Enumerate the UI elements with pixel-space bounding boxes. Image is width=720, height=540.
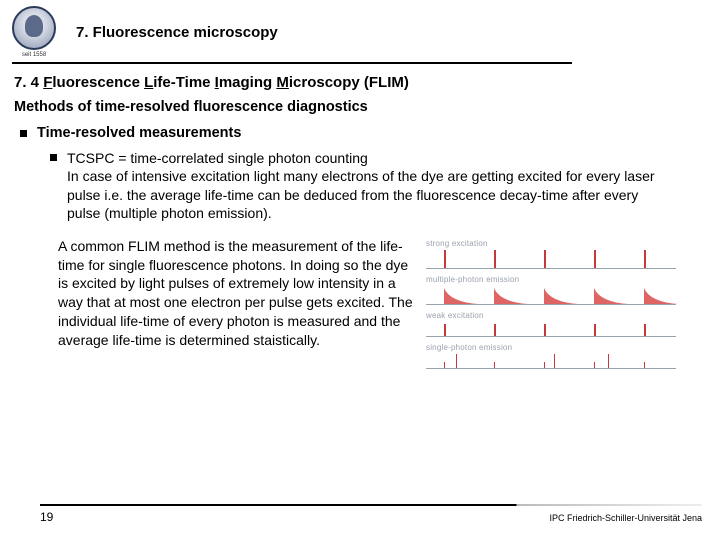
tcspc-line: TCSPC = time-correlated single photon co… bbox=[67, 149, 668, 167]
section-title: 7. 4 Fluorescence Life-Time Imaging Micr… bbox=[14, 74, 702, 91]
diagram-plot bbox=[426, 321, 676, 337]
square-bullet-icon bbox=[50, 154, 57, 161]
bullet-level1: Time-resolved measurements bbox=[20, 125, 702, 141]
tcspc-body: In case of intensive excitation light ma… bbox=[67, 168, 655, 221]
seal-subtext: seit 1558 bbox=[12, 52, 56, 58]
diagram-row: weak excitation bbox=[426, 311, 676, 337]
diagram-row-label: single-photon emission bbox=[426, 343, 676, 352]
emission-diagram: strong excitation multiple-photon emissio… bbox=[426, 237, 676, 375]
diagram-plot bbox=[426, 285, 676, 305]
slide-footer: 19 IPC Friedrich-Schiller-Universität Je… bbox=[0, 504, 720, 524]
diagram-row-label: multiple-photon emission bbox=[426, 275, 676, 284]
university-seal-icon bbox=[12, 6, 56, 50]
section-subtitle: Methods of time-resolved fluorescence di… bbox=[14, 99, 702, 115]
paragraph-text: A common FLIM method is the measurement … bbox=[58, 237, 418, 375]
affiliation: IPC Friedrich-Schiller-Universität Jena bbox=[549, 513, 702, 523]
diagram-row: multiple-photon emission bbox=[426, 275, 676, 305]
diagram-plot bbox=[426, 249, 676, 269]
sub-bullet-text: TCSPC = time-correlated single photon co… bbox=[67, 149, 668, 223]
bullet-level2: TCSPC = time-correlated single photon co… bbox=[50, 149, 668, 223]
diagram-row-label: weak excitation bbox=[426, 311, 676, 320]
seal-wrap: seit 1558 bbox=[12, 6, 56, 58]
diagram-plot bbox=[426, 353, 676, 369]
section-body: 7. 4 Fluorescence Life-Time Imaging Micr… bbox=[0, 64, 720, 375]
bullet1-text: Time-resolved measurements bbox=[37, 125, 241, 141]
two-column-block: A common FLIM method is the measurement … bbox=[58, 237, 692, 375]
diagram-row: strong excitation bbox=[426, 239, 676, 269]
diagram-row-label: strong excitation bbox=[426, 239, 676, 248]
square-bullet-icon bbox=[20, 130, 27, 137]
chapter-title: 7. Fluorescence microscopy bbox=[76, 24, 278, 41]
footer-rule bbox=[40, 504, 702, 506]
diagram-row: single-photon emission bbox=[426, 343, 676, 369]
slide-header: seit 1558 7. Fluorescence microscopy bbox=[0, 0, 720, 58]
page-number: 19 bbox=[40, 510, 53, 524]
